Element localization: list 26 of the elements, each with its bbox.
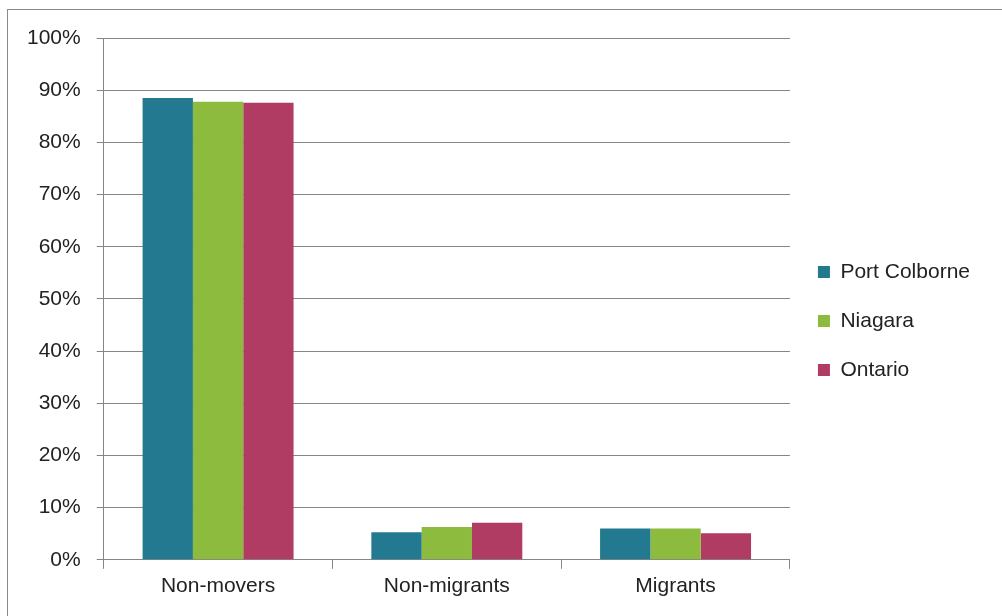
bar: [371, 532, 422, 560]
y-tick-label: 10%: [38, 494, 81, 518]
bar: [700, 533, 752, 560]
y-tick-label: 70%: [38, 181, 81, 205]
y-tick-label: 30%: [38, 390, 81, 414]
bar: [192, 101, 244, 560]
bar: [243, 102, 294, 560]
y-tick-label: 20%: [38, 442, 81, 466]
bar: [142, 98, 193, 560]
bar: [650, 528, 701, 560]
x-tick-label: Non-migrants: [383, 573, 510, 597]
legend-label: Port Colborne: [840, 258, 971, 282]
y-tick-label: 50%: [38, 285, 81, 309]
y-tick-label: 60%: [38, 233, 81, 257]
y-tick-label: 80%: [38, 129, 81, 153]
x-tick-label: Migrants: [635, 573, 716, 597]
legend-label: Niagara: [840, 307, 915, 331]
y-tick-label: 90%: [38, 76, 81, 100]
y-tick-label: 40%: [38, 337, 81, 361]
legend-label: Ontario: [840, 356, 910, 380]
y-tick-label: 100%: [26, 24, 81, 48]
x-tick-label: Non-movers: [160, 573, 276, 597]
y-tick-label: 0%: [50, 546, 81, 570]
bar: [421, 526, 472, 560]
bar: [600, 528, 651, 560]
bar: [471, 522, 523, 560]
